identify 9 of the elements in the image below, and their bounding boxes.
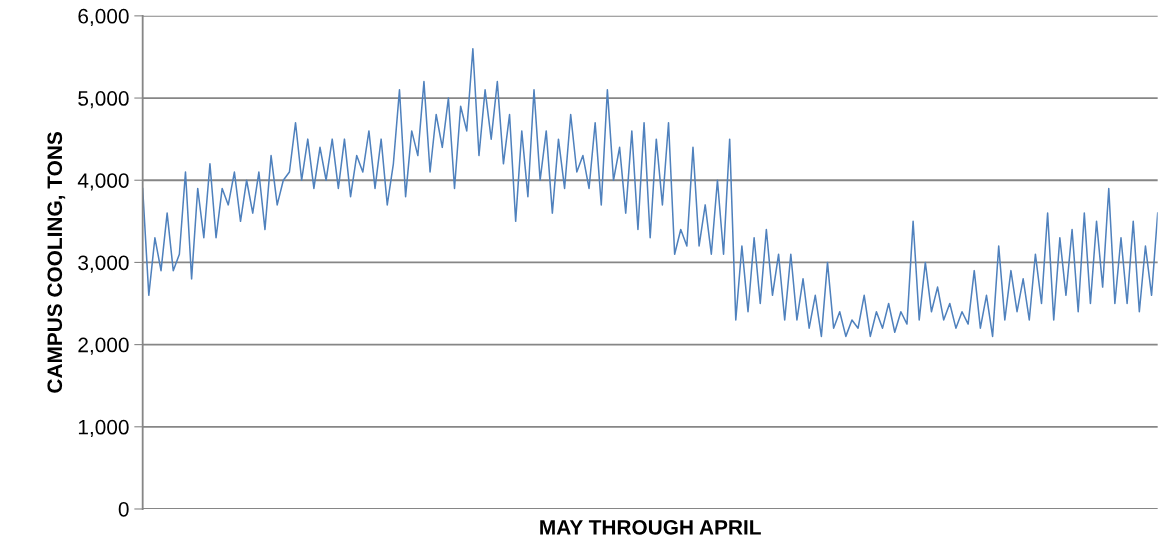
y-tick-label: 1,000 xyxy=(78,419,129,438)
x-axis-title: MAY THROUGH APRIL xyxy=(540,519,761,535)
y-tick-label: 4,000 xyxy=(77,173,129,191)
y-tick-label: 5,000 xyxy=(78,91,129,109)
y-axis-title: CAMPUS COOLING, TONS xyxy=(47,132,66,393)
y-tick-label: 3,000 xyxy=(78,255,129,273)
y-tick-label: 0 xyxy=(118,501,129,517)
y-tick-label: 6,000 xyxy=(78,8,129,27)
y-tick-label: 2,000 xyxy=(78,337,129,355)
